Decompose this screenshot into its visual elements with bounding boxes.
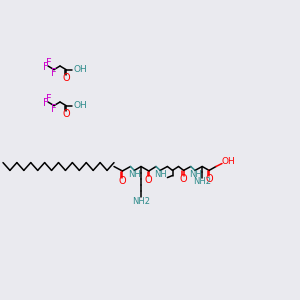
Text: O: O [180, 174, 188, 184]
Text: O: O [62, 109, 70, 119]
Text: F: F [46, 58, 51, 68]
Text: NH: NH [189, 170, 201, 179]
Text: F: F [43, 62, 48, 72]
Text: F: F [51, 68, 56, 78]
Text: NH: NH [154, 170, 167, 179]
Text: O: O [205, 174, 213, 184]
Text: O: O [118, 176, 126, 186]
Text: NH2: NH2 [132, 196, 150, 206]
Text: OH: OH [74, 65, 88, 74]
Text: OH: OH [222, 158, 236, 166]
Text: NH: NH [128, 170, 141, 179]
Text: O: O [145, 175, 153, 185]
Text: O: O [62, 73, 70, 83]
Text: F: F [46, 94, 51, 104]
Text: F: F [43, 98, 48, 108]
Text: OH: OH [74, 101, 88, 110]
Text: F: F [51, 103, 56, 114]
Text: NH2: NH2 [193, 177, 211, 186]
